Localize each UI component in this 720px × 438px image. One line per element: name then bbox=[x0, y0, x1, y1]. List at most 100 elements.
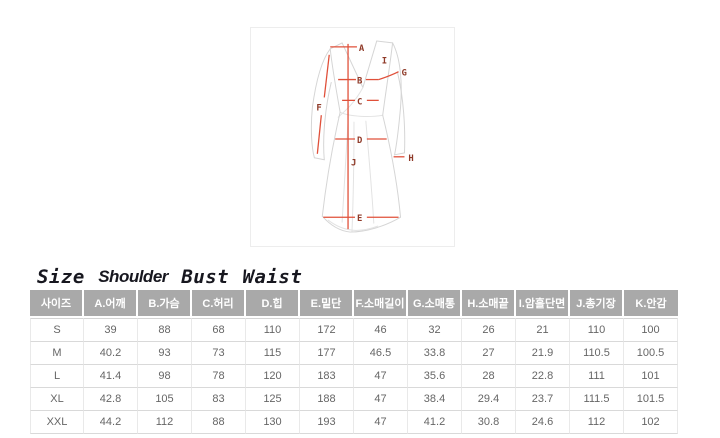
label-C: C bbox=[357, 97, 362, 107]
col-header-sleeve-length: F.소매길이 bbox=[354, 290, 408, 318]
value-cell: 38.4 bbox=[408, 388, 462, 411]
value-cell: 21.9 bbox=[516, 342, 570, 365]
value-cell: 27 bbox=[462, 342, 516, 365]
table-row-l: L 41.4 98 78 120 183 47 35.6 28 22.8 111… bbox=[30, 365, 678, 388]
value-cell: 130 bbox=[246, 411, 300, 434]
value-cell: 120 bbox=[246, 365, 300, 388]
size-guide-title: Size Shoulder Bust Waist bbox=[37, 266, 311, 288]
value-cell: 188 bbox=[300, 388, 354, 411]
value-cell: 46 bbox=[354, 318, 408, 342]
value-cell: 29.4 bbox=[462, 388, 516, 411]
value-cell: 40.2 bbox=[84, 342, 138, 365]
value-cell: 101 bbox=[624, 365, 678, 388]
value-cell: 35.6 bbox=[408, 365, 462, 388]
label-D: D bbox=[357, 136, 362, 146]
col-header-armhole: I.암홀단면 bbox=[516, 290, 570, 318]
label-H: H bbox=[408, 154, 413, 164]
col-header-shoulder: A.어깨 bbox=[84, 290, 138, 318]
value-cell: 41.2 bbox=[408, 411, 462, 434]
value-cell: 105 bbox=[138, 388, 192, 411]
value-cell: 21 bbox=[516, 318, 570, 342]
value-cell: 68 bbox=[192, 318, 246, 342]
col-header-waist: C.허리 bbox=[192, 290, 246, 318]
value-cell: 177 bbox=[300, 342, 354, 365]
label-A: A bbox=[359, 44, 365, 54]
value-cell: 193 bbox=[300, 411, 354, 434]
value-cell: 110 bbox=[570, 318, 624, 342]
value-cell: 183 bbox=[300, 365, 354, 388]
size-cell: XXL bbox=[30, 411, 84, 434]
title-word-waist: Waist bbox=[242, 266, 303, 288]
value-cell: 88 bbox=[138, 318, 192, 342]
value-cell: 47 bbox=[354, 365, 408, 388]
col-header-sleeve-width: G.소매통 bbox=[408, 290, 462, 318]
value-cell: 172 bbox=[300, 318, 354, 342]
label-G: G bbox=[402, 69, 407, 79]
value-cell: 110.5 bbox=[570, 342, 624, 365]
label-B: B bbox=[357, 77, 363, 87]
col-header-hem: E.밑단 bbox=[300, 290, 354, 318]
header-row: 사이즈 A.어깨 B.가슴 C.허리 D.힙 E.밑단 F.소매길이 G.소매통… bbox=[30, 290, 678, 318]
value-cell: 111 bbox=[570, 365, 624, 388]
value-cell: 93 bbox=[138, 342, 192, 365]
value-cell: 47 bbox=[354, 411, 408, 434]
size-cell: L bbox=[30, 365, 84, 388]
col-header-total-length: J.총기장 bbox=[570, 290, 624, 318]
value-cell: 98 bbox=[138, 365, 192, 388]
value-cell: 73 bbox=[192, 342, 246, 365]
value-cell: 112 bbox=[570, 411, 624, 434]
value-cell: 78 bbox=[192, 365, 246, 388]
value-cell: 88 bbox=[192, 411, 246, 434]
title-word-size: Size bbox=[37, 266, 85, 288]
table-row-xxl: XXL 44.2 112 88 130 193 47 41.2 30.8 24.… bbox=[30, 411, 678, 434]
value-cell: 102 bbox=[624, 411, 678, 434]
col-header-lining: K.안감 bbox=[624, 290, 678, 318]
value-cell: 30.8 bbox=[462, 411, 516, 434]
value-cell: 112 bbox=[138, 411, 192, 434]
label-E: E bbox=[357, 214, 362, 224]
label-J: J bbox=[351, 159, 356, 169]
value-cell: 44.2 bbox=[84, 411, 138, 434]
size-cell: M bbox=[30, 342, 84, 365]
value-cell: 32 bbox=[408, 318, 462, 342]
value-cell: 47 bbox=[354, 388, 408, 411]
size-table: 사이즈 A.어깨 B.가슴 C.허리 D.힙 E.밑단 F.소매길이 G.소매통… bbox=[30, 290, 678, 434]
label-F: F bbox=[316, 103, 321, 113]
value-cell: 23.7 bbox=[516, 388, 570, 411]
value-cell: 83 bbox=[192, 388, 246, 411]
value-cell: 33.8 bbox=[408, 342, 462, 365]
value-cell: 110 bbox=[246, 318, 300, 342]
value-cell: 100.5 bbox=[624, 342, 678, 365]
dimension-labels: A B C D E F G H I J bbox=[316, 44, 413, 224]
size-cell: XL bbox=[30, 388, 84, 411]
value-cell: 42.8 bbox=[84, 388, 138, 411]
value-cell: 100 bbox=[624, 318, 678, 342]
value-cell: 22.8 bbox=[516, 365, 570, 388]
value-cell: 28 bbox=[462, 365, 516, 388]
value-cell: 39 bbox=[84, 318, 138, 342]
value-cell: 111.5 bbox=[570, 388, 624, 411]
dress-outline bbox=[310, 40, 406, 233]
size-cell: S bbox=[30, 318, 84, 342]
value-cell: 46.5 bbox=[354, 342, 408, 365]
col-header-hip: D.힙 bbox=[246, 290, 300, 318]
dress-measurement-diagram: A B C D E F G H I J bbox=[250, 27, 455, 247]
dress-sketch: A B C D E F G H I J bbox=[310, 40, 414, 233]
title-word-shoulder: Shoulder bbox=[98, 267, 168, 286]
table-row-s: S 39 88 68 110 172 46 32 26 21 110 100 bbox=[30, 318, 678, 342]
dimension-lines bbox=[316, 43, 405, 230]
value-cell: 26 bbox=[462, 318, 516, 342]
value-cell: 115 bbox=[246, 342, 300, 365]
size-table-container: 사이즈 A.어깨 B.가슴 C.허리 D.힙 E.밑단 F.소매길이 G.소매통… bbox=[30, 290, 678, 434]
col-header-size: 사이즈 bbox=[30, 290, 84, 318]
label-I: I bbox=[382, 57, 387, 67]
value-cell: 41.4 bbox=[84, 365, 138, 388]
value-cell: 101.5 bbox=[624, 388, 678, 411]
table-row-xl: XL 42.8 105 83 125 188 47 38.4 29.4 23.7… bbox=[30, 388, 678, 411]
col-header-bust: B.가슴 bbox=[138, 290, 192, 318]
value-cell: 24.6 bbox=[516, 411, 570, 434]
table-row-m: M 40.2 93 73 115 177 46.5 33.8 27 21.9 1… bbox=[30, 342, 678, 365]
value-cell: 125 bbox=[246, 388, 300, 411]
col-header-sleeve-cuff: H.소매끝 bbox=[462, 290, 516, 318]
title-word-bust: Bust bbox=[181, 266, 230, 288]
